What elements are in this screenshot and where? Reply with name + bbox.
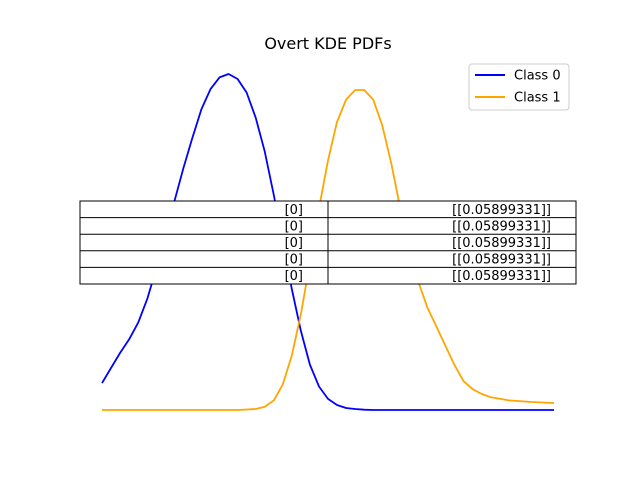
legend: Class 0 Class 1 — [468, 63, 570, 111]
table-cell-label: [0] — [285, 219, 303, 234]
legend-label-class-1: Class 1 — [514, 91, 561, 106]
chart-title: Overt KDE PDFs — [264, 34, 391, 53]
table-cell-value: [[0.05899331]] — [452, 203, 551, 218]
table-cell-label: [0] — [285, 253, 303, 268]
table-cell-value: [[0.05899331]] — [452, 236, 551, 251]
table-cell-label: [0] — [285, 236, 303, 251]
table-cell-value: [[0.05899331]] — [452, 269, 551, 284]
table-cell-label: [0] — [285, 269, 303, 284]
table-cell-label: [0] — [285, 203, 303, 218]
series-line-class-1 — [102, 89, 555, 411]
legend-label-class-0: Class 0 — [514, 69, 561, 84]
table-cell-value: [[0.05899331]] — [452, 219, 551, 234]
table-cell-value: [[0.05899331]] — [452, 253, 551, 268]
data-table: [0] [[0.05899331]] [0] [[0.05899331]] [0] [[0… — [79, 200, 577, 285]
